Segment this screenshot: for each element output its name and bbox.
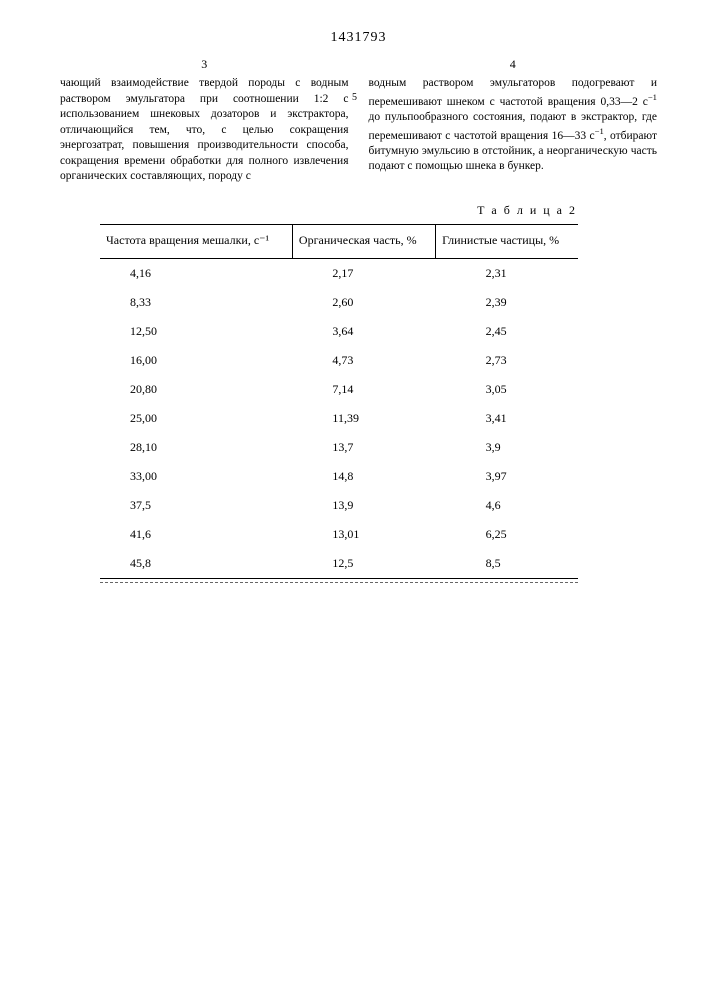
table-col-header-2: Органическая часть, % <box>292 224 435 258</box>
table-cell: 6,25 <box>436 520 578 549</box>
table-cell: 16,00 <box>100 346 292 375</box>
table-header-row: Частота вращения мешалки, с⁻¹ Органическ… <box>100 224 578 258</box>
table-cell: 2,60 <box>292 288 435 317</box>
table-cell: 4,73 <box>292 346 435 375</box>
two-column-text: 3 чающий взаимодействие твердой породы с… <box>60 56 657 185</box>
left-column-number: 3 <box>60 56 349 72</box>
table-cell: 2,73 <box>436 346 578 375</box>
table-cell: 41,6 <box>100 520 292 549</box>
table-row: 12,503,642,45 <box>100 317 578 346</box>
table-cell: 25,00 <box>100 404 292 433</box>
table-bottom-dashed-rule <box>100 582 578 583</box>
table-cell: 3,97 <box>436 462 578 491</box>
table-cell: 37,5 <box>100 491 292 520</box>
table-cell: 3,64 <box>292 317 435 346</box>
table-cell: 4,6 <box>436 491 578 520</box>
table-2-wrap: Т а б л и ц а 2 Частота вращения мешалки… <box>60 203 657 583</box>
right-column-number: 4 <box>369 56 658 72</box>
document-number: 1431793 <box>60 30 657 46</box>
table-cell: 7,14 <box>292 375 435 404</box>
table-caption: Т а б л и ц а 2 <box>60 203 657 218</box>
table-row: 37,513,94,6 <box>100 491 578 520</box>
table-cell: 11,39 <box>292 404 435 433</box>
table-cell: 28,10 <box>100 433 292 462</box>
table-row: 16,004,732,73 <box>100 346 578 375</box>
table-cell: 33,00 <box>100 462 292 491</box>
table-row: 25,0011,393,41 <box>100 404 578 433</box>
table-cell: 13,9 <box>292 491 435 520</box>
table-row: 41,613,016,25 <box>100 520 578 549</box>
table-cell: 20,80 <box>100 375 292 404</box>
table-cell: 3,9 <box>436 433 578 462</box>
table-cell: 12,5 <box>292 549 435 578</box>
table-row: 33,0014,83,97 <box>100 462 578 491</box>
table-cell: 4,16 <box>100 258 292 288</box>
table-cell: 3,05 <box>436 375 578 404</box>
right-column-body: водным раствором эмульгаторов подогреваю… <box>369 76 658 175</box>
right-column: 4 водным раствором эмульгаторов подогрев… <box>369 56 658 185</box>
table-row: 8,332,602,39 <box>100 288 578 317</box>
table-cell: 8,5 <box>436 549 578 578</box>
table-body: 4,162,172,318,332,602,3912,503,642,4516,… <box>100 258 578 578</box>
superscript-minus1-a: −1 <box>648 92 657 102</box>
page: 1431793 3 чающий взаимодействие твердой … <box>0 0 707 1000</box>
table-cell: 45,8 <box>100 549 292 578</box>
right-text-seg1: водным раствором эмульгаторов подогреваю… <box>369 77 658 107</box>
table-cell: 13,7 <box>292 433 435 462</box>
table-cell: 2,39 <box>436 288 578 317</box>
table-col-header-3: Глинистые частицы, % <box>436 224 578 258</box>
table-bottom-rule <box>100 578 578 579</box>
left-column: 3 чающий взаимодействие твердой породы с… <box>60 56 349 185</box>
table-cell: 8,33 <box>100 288 292 317</box>
left-column-body: чающий взаимодействие твердой породы с в… <box>60 76 349 185</box>
table-2: Частота вращения мешалки, с⁻¹ Органическ… <box>100 224 578 578</box>
table-row: 4,162,172,31 <box>100 258 578 288</box>
table-row: 20,807,143,05 <box>100 375 578 404</box>
line-number-marker: 5 <box>352 92 357 103</box>
table-cell: 13,01 <box>292 520 435 549</box>
table-col-header-1: Частота вращения мешалки, с⁻¹ <box>100 224 292 258</box>
table-cell: 2,31 <box>436 258 578 288</box>
table-cell: 14,8 <box>292 462 435 491</box>
superscript-minus1-b: −1 <box>595 126 604 136</box>
table-cell: 3,41 <box>436 404 578 433</box>
table-cell: 2,45 <box>436 317 578 346</box>
table-row: 28,1013,73,9 <box>100 433 578 462</box>
table-cell: 12,50 <box>100 317 292 346</box>
table-row: 45,812,58,5 <box>100 549 578 578</box>
table-cell: 2,17 <box>292 258 435 288</box>
